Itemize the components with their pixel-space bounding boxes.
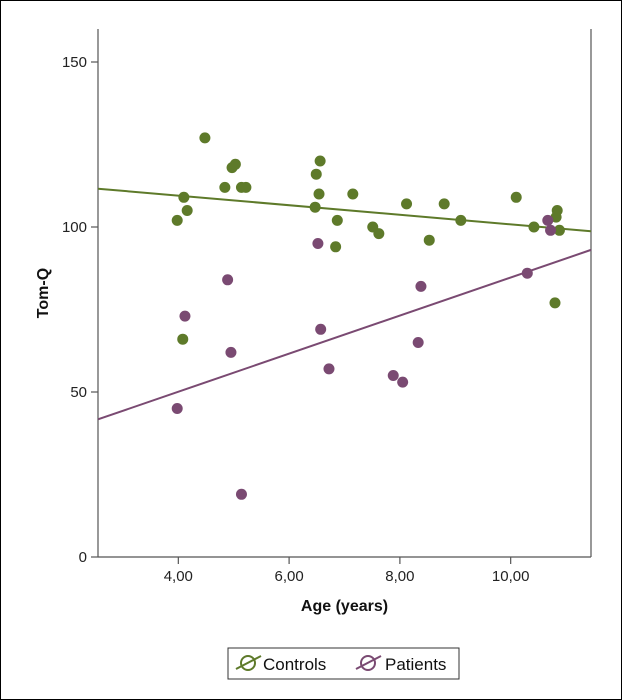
data-point-patients: [225, 346, 237, 358]
x-tick-label: 10,00: [492, 568, 530, 585]
data-point-controls: [314, 155, 326, 167]
data-point-patients: [542, 214, 554, 226]
points-layer: [171, 132, 565, 500]
axes-layer: [97, 29, 592, 558]
legend-box: [227, 647, 460, 680]
data-point-controls: [310, 168, 322, 180]
data-point-controls: [171, 214, 183, 226]
y-tick-label: 150: [62, 54, 87, 71]
data-point-controls: [178, 191, 190, 203]
data-point-controls: [331, 214, 343, 226]
y-axis-title: Tom-Q: [35, 268, 52, 318]
legend-marker-controls: [235, 655, 262, 671]
data-point-patients: [415, 280, 427, 292]
legend-label-patients: Patients: [385, 655, 446, 674]
data-point-controls: [528, 221, 540, 233]
data-point-controls: [551, 205, 563, 216]
data-point-patients: [397, 376, 409, 388]
data-point-controls: [181, 205, 193, 216]
fit-line-patients: [97, 248, 592, 421]
data-point-patients: [312, 238, 324, 249]
x-axis-title: Age (years): [301, 598, 388, 615]
data-point-controls: [313, 188, 325, 200]
data-point-patients: [323, 363, 335, 375]
data-point-controls: [219, 181, 231, 193]
data-point-controls: [549, 297, 561, 309]
ticks-layer: 0 50 100 150 4,00 6,00 8,00 10,00: [62, 54, 529, 585]
data-point-patients: [171, 403, 183, 414]
data-point-controls: [455, 214, 467, 226]
y-tick-label: 50: [70, 384, 87, 401]
data-point-patients: [222, 274, 234, 286]
data-point-controls: [510, 191, 522, 203]
x-tick-label: 4,00: [164, 568, 193, 585]
legend: Controls Patients: [227, 647, 460, 680]
data-point-controls: [177, 333, 189, 345]
data-point-controls: [229, 158, 241, 170]
data-point-patients: [315, 323, 327, 335]
legend-label-controls: Controls: [263, 655, 326, 674]
data-point-controls: [347, 188, 359, 200]
data-point-controls: [309, 201, 321, 213]
data-point-controls: [553, 224, 565, 236]
data-point-controls: [240, 181, 252, 193]
fit-lines-layer: [97, 187, 592, 421]
data-point-controls: [438, 198, 450, 210]
y-tick-label: 0: [79, 549, 87, 566]
data-point-controls: [401, 198, 413, 210]
data-point-patients: [521, 267, 533, 279]
data-point-controls: [373, 228, 385, 240]
y-tick-label: 100: [62, 219, 87, 236]
x-tick-label: 8,00: [385, 568, 414, 585]
data-point-controls: [423, 234, 435, 246]
data-point-patients: [235, 488, 247, 500]
data-point-patients: [545, 224, 557, 236]
data-point-controls: [199, 132, 211, 144]
legend-marker-patients: [355, 655, 382, 671]
data-point-patients: [387, 370, 399, 381]
x-tick-label: 6,00: [275, 568, 304, 585]
data-point-patients: [179, 310, 191, 322]
data-point-patients: [412, 337, 424, 348]
data-point-controls: [330, 241, 342, 253]
